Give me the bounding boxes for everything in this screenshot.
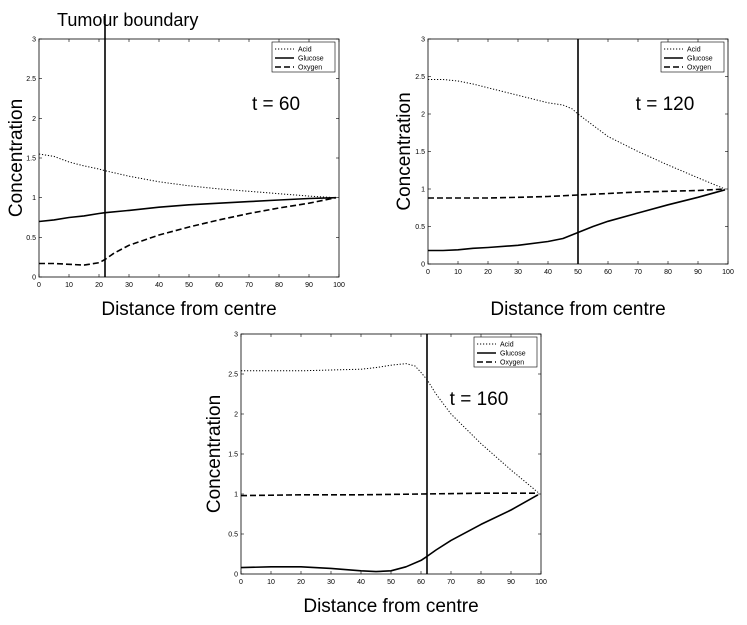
x-tick-label: 10	[454, 269, 462, 276]
x-tick-label: 50	[185, 282, 193, 289]
legend-label-glucose: Glucose	[500, 351, 526, 358]
plot-frame	[240, 333, 542, 575]
series-line-acid	[38, 153, 337, 199]
x-tick-label: 60	[604, 269, 612, 276]
time-label: t = 60	[252, 94, 300, 115]
y-tick-label: 0	[234, 572, 238, 579]
y-tick-label: 0.5	[26, 235, 36, 242]
y-tick-label: 3	[234, 332, 238, 339]
series-line-oxygen	[428, 188, 726, 199]
time-label: t = 160	[450, 389, 509, 410]
x-tick-label: 70	[634, 269, 642, 276]
x-tick-label: 40	[544, 269, 552, 276]
x-tick-label: 0	[239, 579, 243, 586]
y-tick-label: 0.5	[415, 224, 425, 231]
x-tick-label: 80	[664, 269, 672, 276]
y-tick-label: 2	[421, 112, 425, 119]
x-tick-label: 10	[65, 282, 73, 289]
legend-label-glucose: Glucose	[298, 56, 324, 63]
x-tick-label: 0	[37, 282, 41, 289]
y-tick-label: 2.5	[26, 76, 36, 83]
legend-label-oxygen: Oxygen	[687, 65, 711, 72]
x-tick-label: 80	[275, 282, 283, 289]
legend-label-glucose: Glucose	[687, 56, 713, 63]
series-line-glucose	[428, 189, 726, 252]
x-tick-label: 90	[507, 579, 515, 586]
x-tick-label: 40	[357, 579, 365, 586]
x-tick-label: 90	[305, 282, 313, 289]
x-tick-label: 60	[215, 282, 223, 289]
x-tick-label: 30	[327, 579, 335, 586]
x-tick-label: 20	[297, 579, 305, 586]
chart-panel-t120: 0 10 20 30 40 50 60 70 80 90 100 0 0.5 1 1.5 2 2.5 3 Acid G…	[394, 37, 734, 321]
y-axis-label: Concentration	[204, 395, 225, 513]
x-tick-label: 90	[694, 269, 702, 276]
y-tick-label: 2.5	[228, 372, 238, 379]
x-tick-label: 60	[417, 579, 425, 586]
y-tick-label: 2.5	[415, 74, 425, 81]
time-label: t = 120	[636, 94, 695, 115]
x-tick-label: 0	[426, 269, 430, 276]
legend-label-acid: Acid	[298, 47, 312, 54]
series-line-acid	[428, 79, 726, 190]
x-tick-label: 20	[95, 282, 103, 289]
y-tick-label: 2	[234, 412, 238, 419]
chart-panel-t160: 0 10 20 30 40 50 60 70 80 90 100 0 0.5 1 1.5 2 2.5 3 Acid G…	[204, 332, 547, 618]
y-tick-label: 1.5	[228, 452, 238, 459]
y-axis-label: Concentration	[6, 99, 27, 217]
y-tick-label: 3	[421, 37, 425, 44]
x-tick-label: 50	[574, 269, 582, 276]
legend-label-acid: Acid	[500, 342, 514, 349]
legend-label-acid: Acid	[687, 47, 701, 54]
x-axis-label: Distance from centre	[101, 299, 276, 320]
legend-label-oxygen: Oxygen	[298, 65, 322, 72]
y-tick-label: 2	[32, 116, 36, 123]
x-tick-label: 30	[125, 282, 133, 289]
y-tick-label: 1.5	[26, 156, 36, 163]
series-line-oxygen	[240, 492, 538, 497]
y-axis-label: Concentration	[394, 92, 415, 210]
y-tick-label: 0	[421, 262, 425, 269]
x-axis-label: Distance from centre	[490, 299, 665, 320]
series-line-oxygen	[39, 196, 337, 266]
y-tick-label: 1.5	[415, 149, 425, 156]
series-line-glucose	[240, 494, 539, 573]
x-tick-label: 100	[333, 282, 345, 289]
x-tick-label: 30	[514, 269, 522, 276]
y-tick-label: 1	[234, 492, 238, 499]
x-tick-label: 80	[477, 579, 485, 586]
y-tick-label: 0	[32, 275, 36, 282]
y-tick-label: 3	[32, 37, 36, 44]
x-tick-label: 50	[387, 579, 395, 586]
x-tick-label: 20	[484, 269, 492, 276]
y-tick-label: 0.5	[228, 532, 238, 539]
series-line-glucose	[38, 196, 337, 223]
x-tick-label: 40	[155, 282, 163, 289]
y-tick-label: 1	[32, 195, 36, 202]
x-tick-label: 100	[535, 579, 547, 586]
x-tick-label: 70	[245, 282, 253, 289]
legend-box	[473, 336, 538, 368]
x-tick-label: 10	[267, 579, 275, 586]
plot-frame	[38, 38, 340, 278]
tumour-boundary-annotation: Tumour boundary	[57, 10, 198, 30]
legend-box	[660, 41, 725, 73]
legend-box	[271, 41, 336, 73]
y-tick-label: 1	[421, 187, 425, 194]
x-tick-label: 70	[447, 579, 455, 586]
x-tick-label: 100	[722, 269, 734, 276]
series-line-acid	[241, 363, 539, 493]
x-axis-label: Distance from centre	[303, 596, 478, 617]
legend-label-oxygen: Oxygen	[500, 360, 524, 367]
chart-panel-t60: 0 10 20 30 40 50 60 70 80 90 100 0 0.5 1 1.5 2 2.5 3 Acid G…	[6, 14, 345, 320]
